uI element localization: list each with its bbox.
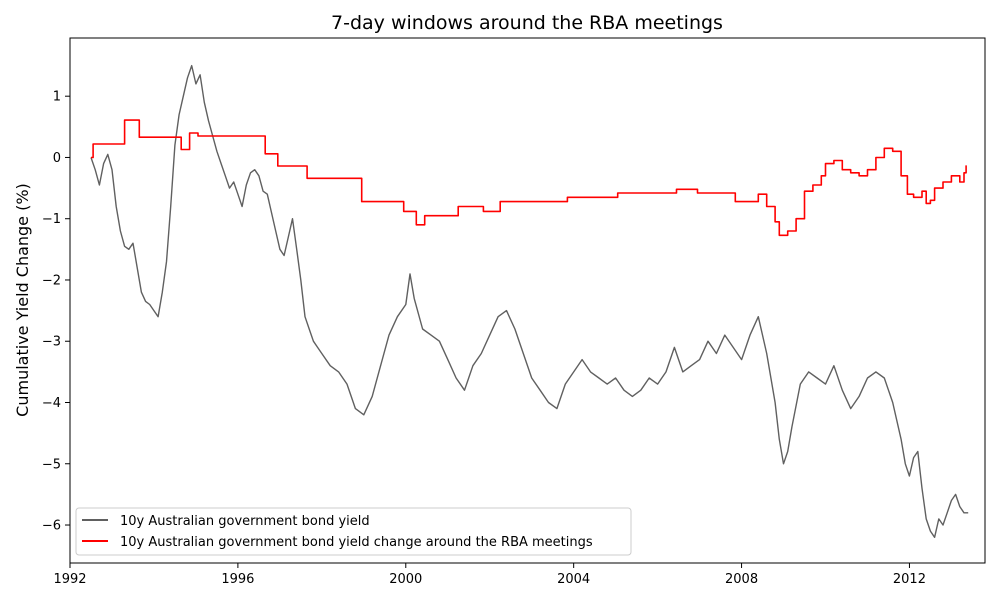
y-tick-label: 1 [53, 90, 61, 105]
legend-label-bond-yield: 10y Australian government bond yield [120, 514, 370, 529]
x-tick-label: 2008 [725, 572, 758, 587]
x-axis: 1992 1996 2000 2004 2008 2012 [53, 563, 926, 587]
legend-label-rba-change: 10y Australian government bond yield cha… [120, 535, 593, 550]
legend: 10y Australian government bond yield 10y… [75, 507, 632, 556]
series-layer [90, 64, 969, 538]
x-tick-label: 1992 [53, 572, 86, 587]
legend-box [75, 507, 632, 556]
x-tick-label: 2012 [893, 572, 926, 587]
chart-title: 7-day windows around the RBA meetings [331, 12, 723, 34]
y-tick-label: −4 [42, 396, 61, 411]
x-tick-label: 1996 [221, 572, 254, 587]
y-axis: 1 0 −1 −2 −3 −4 −5 −6 [42, 90, 70, 534]
y-axis-label: Cumulative Yield Change (%) [13, 183, 32, 417]
series-line-bond-yield [90, 64, 969, 538]
x-tick-label: 2004 [557, 572, 590, 587]
plot-frame [69, 37, 986, 564]
y-tick-label: −2 [42, 273, 61, 288]
x-tick-label: 2000 [389, 572, 422, 587]
series-line-rba-change [91, 119, 967, 237]
y-tick-label: −1 [42, 212, 61, 227]
y-tick-label: 0 [53, 151, 61, 166]
y-tick-label: −3 [42, 335, 61, 350]
y-tick-label: −5 [42, 457, 61, 472]
y-tick-label: −6 [42, 519, 61, 534]
